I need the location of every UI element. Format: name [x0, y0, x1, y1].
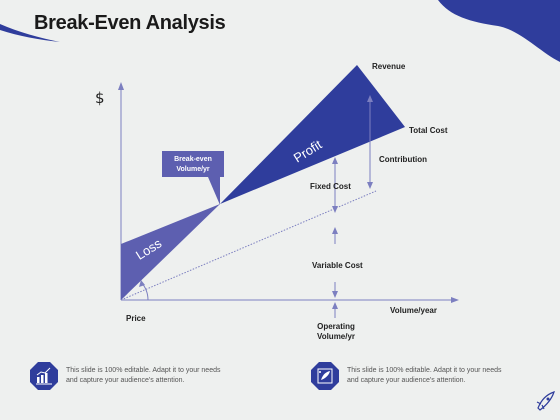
title-swoosh [0, 24, 60, 42]
y-axis-arrow [118, 82, 124, 90]
footer-item-1: This slide is 100% editable. Adapt it to… [30, 361, 246, 391]
variable-cost-label: Variable Cost [312, 261, 363, 270]
variable-cost-arrow-lower-head [332, 291, 338, 298]
fixed-cost-label: Fixed Cost [310, 182, 351, 191]
fixed-cost-arrow-bottom [332, 206, 338, 213]
footer-item-2-line1: This slide is 100% editable. Adapt it to… [347, 367, 502, 374]
footer-item-1-line2: and capture your audience's attention. [66, 377, 185, 384]
operating-volume-arrow-head [332, 302, 338, 309]
page-title: Break-Even Analysis [34, 12, 226, 34]
x-axis-volume-label: Volume/year [390, 306, 437, 315]
footer-item-2: This slide is 100% editable. Adapt it to… [311, 361, 527, 391]
breakeven-callout-box [162, 151, 224, 177]
loss-region [121, 204, 220, 300]
rocket-icon [536, 391, 555, 411]
rocket-chart-icon [311, 362, 339, 390]
fixed-cost-arrow-top [332, 157, 338, 164]
price-arc-arrow [139, 280, 145, 287]
contribution-arrow-bottom [367, 182, 373, 189]
x-axis-arrow [451, 297, 459, 303]
breakeven-callout-pointer [208, 177, 220, 205]
footer-item-1-line1: This slide is 100% editable. Adapt it to… [66, 367, 221, 374]
footer-item-2-line2: and capture your audience's attention. [347, 377, 466, 384]
y-axis-dollar-label: $ [95, 89, 105, 107]
revenue-label: Revenue [372, 62, 406, 71]
profit-region [220, 65, 405, 204]
contribution-arrow-top [367, 95, 373, 102]
chart-growth-icon [30, 362, 58, 390]
variable-cost-arrow-upper-head [332, 227, 338, 234]
operating-volume-label-line2: Volume/yr [317, 332, 355, 341]
breakeven-label-line1: Break-even [174, 156, 212, 163]
price-label: Price [126, 314, 146, 323]
breakeven-label-line2: Volume/yr [176, 166, 210, 173]
contribution-label: Contribution [379, 155, 427, 164]
operating-volume-label-line1: Operating [317, 322, 355, 331]
total-cost-label: Total Cost [409, 126, 448, 135]
corner-decoration-top-right [438, 0, 560, 62]
